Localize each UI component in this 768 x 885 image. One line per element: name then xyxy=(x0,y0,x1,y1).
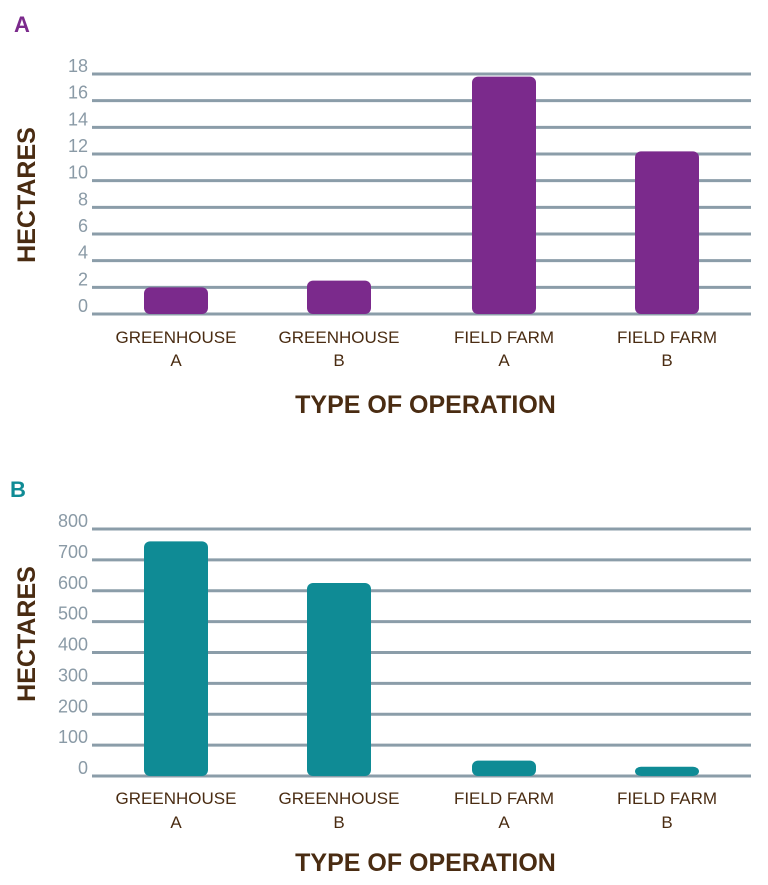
x-tick-label: B xyxy=(333,813,344,832)
x-tick-label: GREENHOUSE xyxy=(116,328,237,347)
y-axis-title: HECTARES xyxy=(13,566,41,702)
y-axis-title: HECTARES xyxy=(13,127,41,263)
y-tick-label: 16 xyxy=(68,83,88,103)
y-tick-label: 300 xyxy=(58,665,88,685)
y-tick-label: 500 xyxy=(58,604,88,624)
panel-letter: B xyxy=(10,477,26,502)
y-tick-label: 8 xyxy=(78,189,88,209)
y-tick-label: 0 xyxy=(78,758,88,778)
y-tick-label: 12 xyxy=(68,136,88,156)
bar xyxy=(635,766,699,776)
x-tick-label: FIELD FARM xyxy=(454,789,554,808)
y-tick-label: 400 xyxy=(58,635,88,655)
x-axis-title: TYPE OF OPERATION xyxy=(295,849,556,877)
y-tick-label: 14 xyxy=(68,109,88,129)
x-axis-title: TYPE OF OPERATION xyxy=(295,391,556,419)
x-tick-label: GREENHOUSE xyxy=(279,328,400,347)
bar xyxy=(635,151,699,314)
bar xyxy=(144,287,208,314)
x-tick-label: B xyxy=(661,813,672,832)
y-tick-label: 200 xyxy=(58,696,88,716)
x-tick-label: B xyxy=(661,351,672,370)
bar xyxy=(472,760,536,776)
x-tick-label: FIELD FARM xyxy=(454,328,554,347)
chart-panel-b: B 0 100 200 300 400 500 600 700 800 GREENHOUSE A GRE… xyxy=(10,477,751,877)
y-tick-label: 4 xyxy=(78,243,88,263)
y-tick-label: 6 xyxy=(78,216,88,236)
panel-letter: A xyxy=(14,12,30,37)
x-tick-label: A xyxy=(498,351,510,370)
bar xyxy=(307,280,371,314)
bar xyxy=(472,76,536,315)
x-tick-label: FIELD FARM xyxy=(617,789,717,808)
y-tick-label: 2 xyxy=(78,269,88,289)
chart-panel-a: A 0 2 4 6 8 10 12 14 16 18 GREENHOUSE A GREENHOUSE B FI… xyxy=(13,12,751,419)
x-tick-label: B xyxy=(333,351,344,370)
y-tick-label: 0 xyxy=(78,296,88,316)
y-tick-label: 600 xyxy=(58,573,88,593)
y-tick-label: 18 xyxy=(68,56,88,76)
x-tick-label: GREENHOUSE xyxy=(279,789,400,808)
y-tick-label: 10 xyxy=(68,163,88,183)
bar xyxy=(307,583,371,776)
x-tick-label: A xyxy=(170,351,182,370)
y-tick-label: 100 xyxy=(58,727,88,747)
y-tick-label: 800 xyxy=(58,511,88,531)
x-tick-label: A xyxy=(498,813,510,832)
y-tick-label: 700 xyxy=(58,542,88,562)
x-tick-label: GREENHOUSE xyxy=(116,789,237,808)
bar xyxy=(144,541,208,776)
x-tick-label: A xyxy=(170,813,182,832)
x-tick-label: FIELD FARM xyxy=(617,328,717,347)
